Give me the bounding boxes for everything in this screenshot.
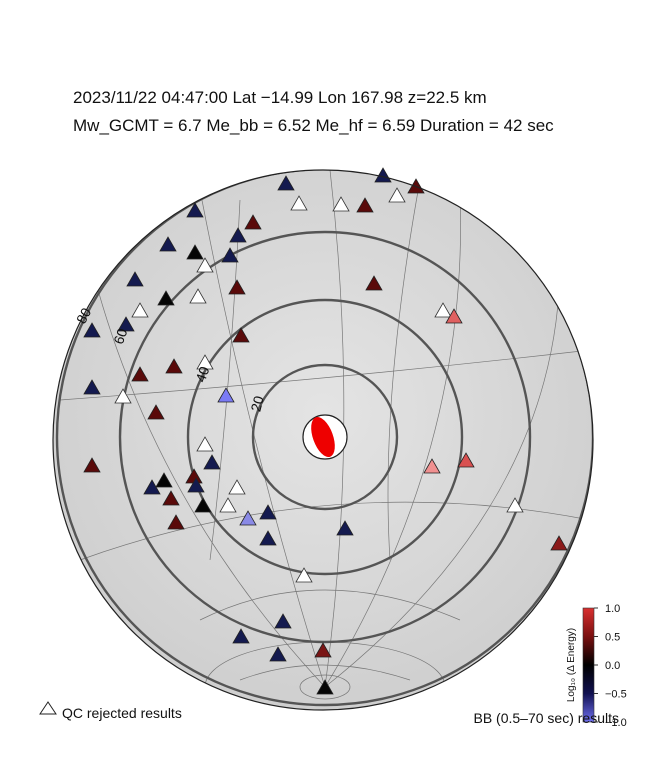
station [131, 302, 149, 318]
station [269, 646, 287, 662]
station [187, 477, 205, 493]
station [196, 354, 214, 370]
station [295, 567, 313, 583]
colorbar-tick-label: 0.0 [605, 660, 620, 672]
station [159, 236, 177, 252]
station [228, 479, 246, 495]
station [117, 316, 135, 332]
station [445, 308, 463, 324]
station [203, 454, 221, 470]
station [244, 214, 262, 230]
header-line2: Mw_GCMT = 6.7 Me_bb = 6.52 Me_hf = 6.59 … [73, 116, 554, 135]
station [196, 436, 214, 452]
station [356, 197, 374, 213]
stations [83, 167, 568, 695]
station [365, 275, 383, 291]
station [228, 279, 246, 295]
legend-text: QC rejected results [62, 705, 182, 721]
station [229, 227, 247, 243]
station [274, 613, 292, 629]
station [259, 530, 277, 546]
station [114, 388, 132, 404]
legend-icon [39, 701, 57, 715]
station [232, 327, 250, 343]
station [157, 290, 175, 306]
station [162, 490, 180, 506]
station [186, 244, 204, 260]
ring-label: 80 [73, 305, 95, 326]
station [217, 387, 235, 403]
colorbar [582, 607, 595, 723]
station [155, 472, 173, 488]
station [194, 497, 212, 513]
station [165, 358, 183, 374]
station [196, 257, 214, 273]
station [423, 458, 441, 474]
distance-ring [118, 230, 532, 644]
station [457, 452, 475, 468]
station [239, 510, 257, 526]
station [550, 535, 568, 551]
station [336, 520, 354, 536]
distance-rings [55, 170, 593, 707]
ring-label: 20 [247, 394, 267, 413]
distance-ring [251, 363, 399, 511]
graticule [59, 170, 591, 710]
ring-label: 40 [192, 364, 212, 384]
station [147, 404, 165, 420]
station [186, 202, 204, 218]
station [131, 366, 149, 382]
colorbar-tick-label: −0.5 [605, 689, 627, 701]
station [290, 195, 308, 211]
station [277, 175, 295, 191]
station [219, 497, 237, 513]
colorbar-tick-label: 1.0 [605, 603, 620, 615]
distance-ring [55, 170, 593, 707]
station [259, 504, 277, 520]
beachball [302, 414, 348, 460]
station [316, 679, 334, 695]
station [332, 196, 350, 212]
station [232, 628, 250, 644]
colorbar-tick-label: −1.0 [605, 717, 627, 729]
station [314, 642, 332, 658]
station [189, 288, 207, 304]
station [167, 514, 185, 530]
header-line1: 2023/11/22 04:47:00 Lat −14.99 Lon 167.9… [73, 88, 487, 107]
distance-ring [186, 298, 464, 576]
station [388, 187, 406, 203]
globe-edge [52, 169, 594, 711]
station [83, 322, 101, 338]
station [221, 247, 239, 263]
station [83, 457, 101, 473]
station [126, 271, 144, 287]
station [374, 167, 392, 183]
colorbar-caption: BB (0.5–70 sec) results [473, 710, 619, 726]
station [434, 302, 452, 318]
colorbar-tick-label: 0.5 [605, 632, 620, 644]
colorbar-label: Log₁₀ (Δ Energy) [566, 628, 577, 702]
station [506, 497, 524, 513]
ring-label: 60 [110, 326, 130, 346]
station [83, 379, 101, 395]
